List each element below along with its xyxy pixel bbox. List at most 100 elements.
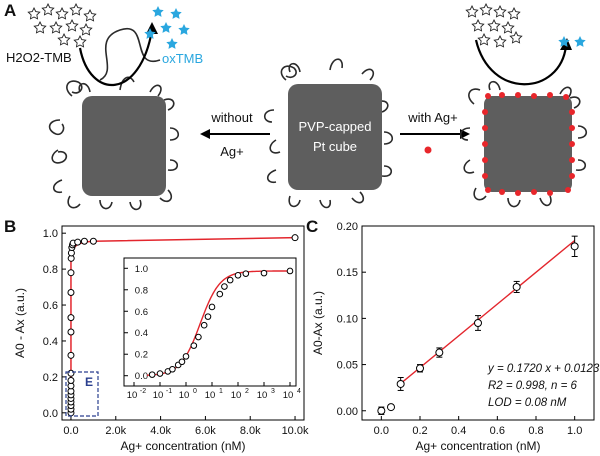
- panel-b-inset-ytick-label: 1.0: [135, 264, 148, 275]
- panel-c-xlabel: Ag+ concentration (nM): [415, 439, 540, 453]
- panel-b-inset-frame: [123, 257, 297, 387]
- panel-c-data-point: [474, 319, 482, 327]
- panel-b-inset-xtick-label: 10: [205, 390, 216, 401]
- panel-b-xtick-label: 4.0k: [150, 425, 171, 437]
- panel-b-inset-data-point: [195, 333, 202, 341]
- panel-b-inset-data-point: [221, 283, 228, 290]
- panel-b-inset-data-point: [242, 270, 250, 277]
- panel-b-inset-xtick-label: 10: [127, 390, 138, 401]
- panel-b-xtick-label: 2.0k: [105, 425, 126, 437]
- panel-b-inset-xtick-exponent: 0: [193, 388, 197, 395]
- panel-b-ylabel: A0 - Ax (a.u.): [13, 288, 27, 358]
- panel-c-label: C: [306, 217, 318, 236]
- panel-b-label: B: [4, 217, 16, 236]
- with-ag-label: with Ag+: [407, 110, 458, 125]
- panel-b-ytick-label: 0.0: [43, 408, 58, 420]
- panel-c-ytick-label: 0.20: [337, 221, 358, 233]
- panel-b-axes-frame: [61, 225, 305, 421]
- panel-b-zoom-box-label: E: [85, 375, 93, 389]
- panel-b-inset-xticks: 10 -2 10 -1 10 0 10 1 10 2 10 3 10 4: [127, 382, 301, 401]
- panel-b-inset-data-point: [156, 370, 164, 377]
- panel-b-data-point: [67, 376, 75, 384]
- panel-b-inset-xtick-exponent: -2: [140, 388, 146, 395]
- right-cube-assembly: [459, 80, 588, 208]
- panel-b-data-point: [67, 314, 75, 322]
- left-pt-cube: [82, 96, 166, 196]
- panel-b-inset-plot: [147, 267, 294, 378]
- panel-b-inset-xtick-label: 10: [153, 390, 164, 401]
- panel-b-inset-data-point: [216, 290, 224, 298]
- panel-c-data-point: [435, 348, 444, 357]
- panel-b-main-plot: [67, 234, 299, 417]
- panel-b-inset-data-point: [286, 267, 294, 275]
- panel-c-xtick-label: 0.6: [490, 425, 505, 437]
- panel-b-xtick-label: 0.0: [63, 425, 78, 437]
- panel-c-data-point: [416, 364, 424, 373]
- panel-b-inset-data-point: [190, 342, 198, 349]
- panel-c-data-point: [512, 282, 521, 291]
- panel-b-xtick-label: 6.0k: [195, 425, 216, 437]
- panel-b: B 0.0 0.2 0.4 0.6 0.8 1.0 0.0 2.0k 4.0k 6.0k 8.0k…: [4, 217, 309, 453]
- panel-c-ylabel: A0-Ax (a.u.): [311, 291, 325, 355]
- panel-b-xtick-label: 8.0k: [240, 425, 261, 437]
- panel-b-data-point: [74, 238, 82, 246]
- panel-b-ytick-label: 1.0: [43, 228, 58, 240]
- panel-b-ytick-label: 0.2: [43, 372, 58, 384]
- outline-star-icon-group-right: [465, 3, 523, 48]
- substrate-label: H2O2-TMB: [6, 50, 72, 65]
- center-cube-label-line1: PVP-capped: [299, 119, 372, 134]
- panel-b-data-point: [67, 351, 75, 359]
- panel-c-yticks: 0.00 0.05 0.10 0.15 0.20: [337, 221, 366, 418]
- panel-c-axes-frame: [361, 225, 595, 421]
- panel-c-fit-line: [400, 239, 576, 385]
- panel-c-ytick-label: 0.15: [337, 267, 358, 279]
- panel-c-data-point: [387, 403, 395, 412]
- panel-b-inset-data-point: [208, 303, 216, 311]
- panel-b-xlabel: Ag+ concentration (nM): [120, 439, 245, 453]
- panel-b-zoom-box: [65, 371, 99, 417]
- panel-b-ytick-label: 0.8: [43, 264, 58, 276]
- panel-c-data-point: [377, 406, 386, 415]
- panel-b-inset-ytick-label: 0.0: [135, 371, 148, 382]
- panel-b-inset-xtick-exponent: 4: [297, 388, 301, 395]
- panel-b-inset-data-point: [226, 276, 234, 284]
- panel-c-plot: [377, 235, 579, 415]
- panel-c-xtick-label: 1.0: [567, 425, 582, 437]
- red-dot-icon-group: [482, 92, 575, 196]
- panel-b-inset-ytick-label: 0.2: [135, 350, 148, 361]
- panel-b-inset-xtick-exponent: 3: [271, 388, 275, 395]
- outline-star-icon-group-left: [27, 3, 97, 48]
- panel-c-ytick-label: 0.00: [337, 406, 358, 418]
- panel-c-equation: y = 0.1720 x + 0.0123: [487, 363, 600, 375]
- panel-c-data-point: [570, 242, 579, 251]
- without-ag-label: Ag+: [220, 144, 244, 159]
- panel-c: C 0.00 0.05 0.10 0.15 0.20 0.0 0.2 0.4 0.6 0.8 1.…: [306, 217, 600, 453]
- panel-b-inset-ytick-label: 0.4: [135, 328, 148, 339]
- panel-c-lod: LOD = 0.08 nM: [488, 397, 567, 409]
- panel-b-inset-data-point: [200, 321, 208, 329]
- panel-b-xticks: 0.0 2.0k 4.0k 6.0k 8.0k 10.0k: [63, 416, 309, 437]
- panel-c-ytick-label: 0.05: [337, 360, 358, 372]
- panel-c-xtick-label: 0.8: [528, 425, 543, 437]
- panel-b-inset-xtick-label: 10: [231, 390, 242, 401]
- panel-b-inset-data-point: [204, 313, 212, 320]
- panel-b-data-point: [80, 237, 88, 245]
- center-cube-assembly: [263, 58, 394, 209]
- panel-b-yticks: 0.0 0.2 0.4 0.6 0.8 1.0: [43, 228, 66, 420]
- panel-b-inset-xtick-label: 10: [179, 390, 190, 401]
- panel-b-data-point: [67, 269, 75, 277]
- panel-b-inset-xtick-exponent: -1: [166, 388, 172, 395]
- without-label: without: [210, 110, 253, 125]
- panel-c-data-point: [396, 379, 405, 388]
- center-pt-cube: [288, 84, 382, 190]
- without-arrowhead: [200, 129, 210, 139]
- panel-b-inset-xtick-exponent: 1: [219, 388, 223, 395]
- panel-b-inset-data-point: [260, 269, 268, 277]
- panel-c-r2: R2 = 0.998, n = 6: [488, 380, 577, 392]
- panel-b-inset-yticks: 0.0 0.2 0.4 0.6 0.8 1.0: [124, 264, 148, 382]
- panel-b-xtick-label: 10.0k: [282, 425, 309, 437]
- panel-b-data-point: [67, 369, 75, 377]
- panel-c-xticks: 0.0 0.2 0.4 0.6 0.8 1.0: [374, 416, 582, 437]
- red-dot-icon: [424, 146, 432, 154]
